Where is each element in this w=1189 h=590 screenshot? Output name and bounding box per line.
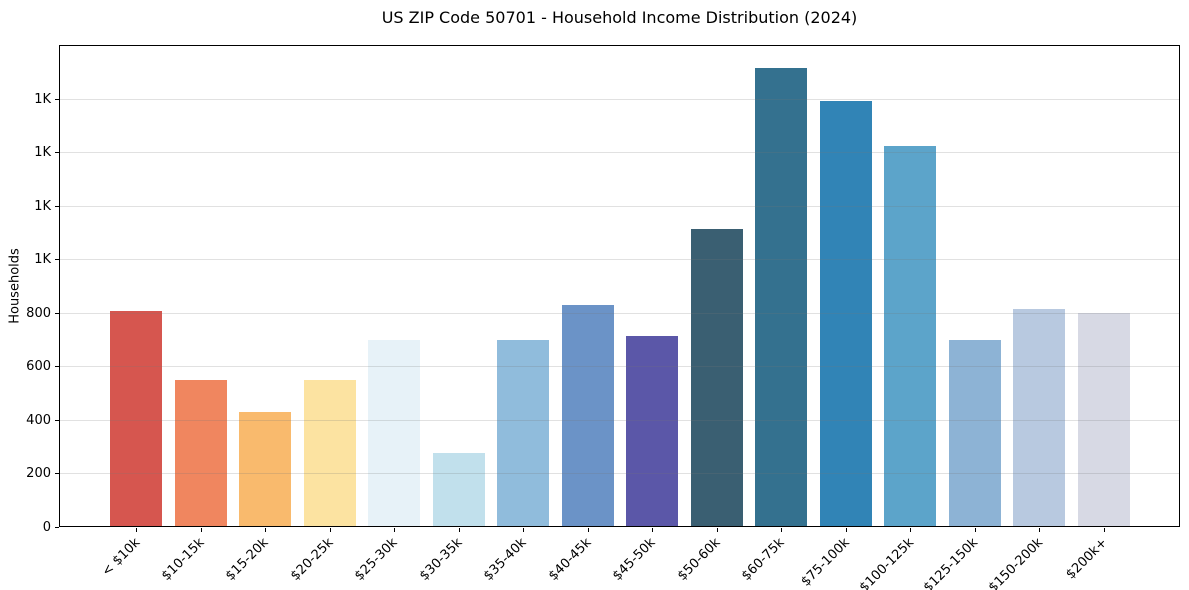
y-tick-label: 600 xyxy=(26,359,51,375)
bar-$50-60k xyxy=(690,229,743,527)
bar-$60-75k xyxy=(755,67,807,527)
x-tick-mark xyxy=(587,528,589,532)
gridline-400 xyxy=(59,419,1180,421)
x-tick-label-text: $125-150k xyxy=(921,535,982,590)
y-tick-mark xyxy=(55,366,59,368)
gridline-1400 xyxy=(59,152,1180,154)
y-tick-label: 200 xyxy=(26,466,51,482)
y-tick-label: 1K xyxy=(34,252,51,268)
x-tick-mark xyxy=(265,528,266,532)
x-tick-label-text: $30-35k xyxy=(416,535,466,584)
x-tick-label-text: $25-30k xyxy=(352,535,401,584)
bar-$20-25k xyxy=(303,380,356,527)
gridline-200 xyxy=(59,473,1180,475)
bar-$100-125k xyxy=(884,145,936,527)
bar-$200k+ xyxy=(1077,312,1130,527)
x-tick-label-text: $60-75k xyxy=(739,535,788,584)
x-tick-mark xyxy=(910,528,911,532)
x-tick-label-text: $75-100k xyxy=(798,535,853,590)
x-tick-mark xyxy=(1103,528,1105,532)
bar-$15-20k xyxy=(239,411,291,527)
y-tick-mark xyxy=(55,205,59,207)
y-tick-mark xyxy=(55,152,59,154)
x-tick-label-text: $15-20k xyxy=(223,535,272,584)
y-tick-label: 400 xyxy=(26,412,51,428)
x-tick-mark xyxy=(329,528,331,532)
bar-< $10k xyxy=(110,310,162,527)
bar-$75-100k xyxy=(819,101,872,527)
x-tick-mark xyxy=(523,528,524,532)
y-tick-mark xyxy=(55,312,59,314)
x-tick-label-text: $40-45k xyxy=(545,535,595,584)
x-tick-mark xyxy=(845,528,847,532)
x-tick-mark xyxy=(781,528,782,532)
x-tick-label-text: $10-15k xyxy=(158,535,208,584)
bar-$150-200k xyxy=(1013,308,1065,527)
y-tick-mark xyxy=(55,98,59,100)
x-tick-mark xyxy=(1039,528,1040,532)
chart-title: US ZIP Code 50701 - Household Income Dis… xyxy=(381,8,858,27)
y-tick-mark xyxy=(55,419,59,421)
x-tick-label-text: $50-60k xyxy=(674,535,724,584)
y-tick-mark xyxy=(55,259,59,261)
plot-area xyxy=(59,45,1180,527)
gridline-600 xyxy=(59,366,1180,368)
y-tick-label: 0 xyxy=(42,520,51,535)
y-tick-label: 1K xyxy=(34,145,51,161)
x-tick-label-text: $100-125k xyxy=(856,535,917,590)
bar-$30-35k xyxy=(432,452,485,527)
x-tick-label-text: $150-200k xyxy=(985,535,1046,590)
y-tick-label: 800 xyxy=(26,305,51,321)
bar-$45-50k xyxy=(626,335,678,527)
x-tick-mark xyxy=(394,528,395,532)
bar-$10-15k xyxy=(174,380,227,527)
y-tick-mark xyxy=(55,527,59,528)
x-tick-label-text: $200k+ xyxy=(1063,535,1111,583)
y-tick-label: 1K xyxy=(34,198,51,214)
x-tick-mark xyxy=(458,528,460,532)
x-tick-label-text: $45-50k xyxy=(610,535,659,584)
x-tick-mark xyxy=(136,528,137,532)
x-tick-mark xyxy=(974,528,976,532)
x-tick-label-text: $35-40k xyxy=(481,535,530,584)
y-tick-label: 1K xyxy=(34,91,51,107)
gridline-1200 xyxy=(59,205,1180,207)
bar-$25-30k xyxy=(368,339,420,527)
gridline-800 xyxy=(59,312,1180,314)
y-tick-mark xyxy=(55,473,59,475)
x-tick-label-text: $20-25k xyxy=(287,535,337,584)
x-tick-mark xyxy=(200,528,202,532)
gridline-1600 xyxy=(59,98,1180,100)
axes-frame xyxy=(59,45,1180,527)
bar-$35-40k xyxy=(497,340,549,527)
gridline-1000 xyxy=(59,259,1180,261)
x-tick-mark xyxy=(652,528,653,532)
bar-$125-150k xyxy=(948,339,1001,527)
x-tick-label-text: < $10k xyxy=(98,535,143,580)
x-tick-mark xyxy=(716,528,718,532)
bar-$40-45k xyxy=(561,304,614,527)
